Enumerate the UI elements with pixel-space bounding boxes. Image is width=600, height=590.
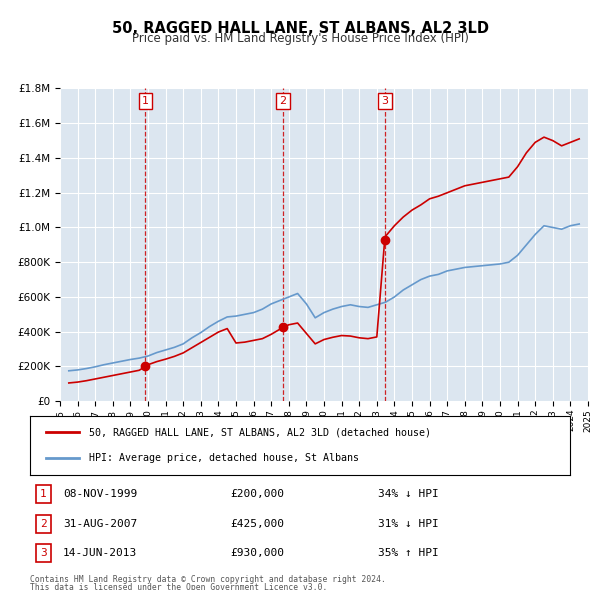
Text: 2: 2 [280, 96, 287, 106]
Text: 34% ↓ HPI: 34% ↓ HPI [377, 489, 439, 499]
Text: Price paid vs. HM Land Registry's House Price Index (HPI): Price paid vs. HM Land Registry's House … [131, 32, 469, 45]
Text: 31-AUG-2007: 31-AUG-2007 [63, 519, 137, 529]
Text: Contains HM Land Registry data © Crown copyright and database right 2024.: Contains HM Land Registry data © Crown c… [30, 575, 386, 584]
Text: 50, RAGGED HALL LANE, ST ALBANS, AL2 3LD (detached house): 50, RAGGED HALL LANE, ST ALBANS, AL2 3LD… [89, 428, 431, 437]
Text: 3: 3 [40, 548, 47, 558]
Text: 14-JUN-2013: 14-JUN-2013 [63, 548, 137, 558]
Text: 3: 3 [381, 96, 388, 106]
Text: 08-NOV-1999: 08-NOV-1999 [63, 489, 137, 499]
Text: 1: 1 [40, 489, 47, 499]
Text: 50, RAGGED HALL LANE, ST ALBANS, AL2 3LD: 50, RAGGED HALL LANE, ST ALBANS, AL2 3LD [112, 21, 488, 35]
Text: HPI: Average price, detached house, St Albans: HPI: Average price, detached house, St A… [89, 454, 359, 463]
Text: 2: 2 [40, 519, 47, 529]
Text: 31% ↓ HPI: 31% ↓ HPI [377, 519, 439, 529]
Text: 1: 1 [142, 96, 149, 106]
Text: £200,000: £200,000 [230, 489, 284, 499]
Text: 35% ↑ HPI: 35% ↑ HPI [377, 548, 439, 558]
Text: £930,000: £930,000 [230, 548, 284, 558]
Text: This data is licensed under the Open Government Licence v3.0.: This data is licensed under the Open Gov… [30, 583, 328, 590]
Text: £425,000: £425,000 [230, 519, 284, 529]
